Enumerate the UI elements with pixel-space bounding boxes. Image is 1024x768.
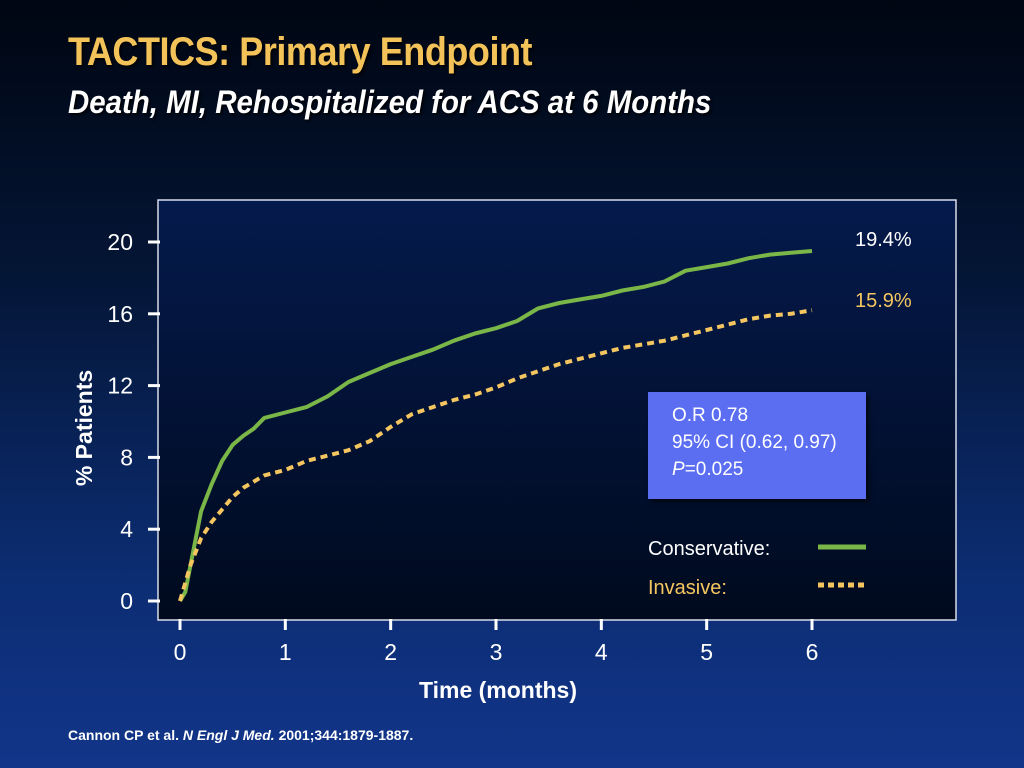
slide-title: TACTICS: Primary Endpoint (68, 30, 533, 74)
x-tick-label: 4 (595, 639, 608, 665)
p-value: =0.025 (684, 459, 744, 480)
x-axis: 0 1 2 3 4 5 6 (174, 619, 819, 665)
footnote-journal: N Engl J Med. (182, 727, 275, 743)
x-tick-label: 2 (384, 639, 397, 665)
footnote-authors: Cannon CP et al. (68, 727, 179, 743)
series-line-conservative (178, 249, 813, 603)
series-layer: 19.4% 15.9% (178, 229, 912, 603)
legend-label-invasive: Invasive: (648, 577, 727, 599)
x-axis-title: Time (months) (419, 677, 577, 703)
x-tick-label: 6 (806, 639, 819, 665)
y-axis: 0 4 8 12 16 20 (107, 229, 160, 614)
end-label-conservative: 19.4% (855, 229, 912, 251)
x-tick-label: 0 (174, 639, 187, 665)
x-tick-label: 5 (700, 639, 713, 665)
series-line-invasive (178, 308, 813, 602)
y-tick-label: 4 (120, 516, 133, 542)
slide-subtitle: Death, MI, Rehospitalized for ACS at 6 M… (68, 84, 712, 120)
y-tick-label: 8 (120, 444, 133, 470)
legend: Conservative: Invasive: (648, 538, 866, 599)
y-tick-label: 0 (120, 588, 133, 614)
stats-box: O.R 0.78 95% CI (0.62, 0.97) P=0.025 (648, 392, 866, 499)
y-tick-label: 12 (107, 373, 133, 399)
p-label: P (672, 459, 685, 480)
p-value-line: P=0.025 (672, 456, 866, 483)
confidence-interval: 95% CI (0.62, 0.97) (672, 432, 837, 453)
footnote: Cannon CP et al. N Engl J Med. 2001;344:… (68, 727, 413, 743)
footnote-citation: 2001;344:1879-1887. (278, 727, 414, 743)
legend-label-conservative: Conservative: (648, 538, 770, 560)
end-label-invasive: 15.9% (855, 290, 912, 312)
x-tick-label: 1 (279, 639, 292, 665)
y-tick-label: 16 (107, 301, 133, 327)
odds-ratio: O.R 0.78 (672, 405, 749, 426)
y-tick-label: 20 (107, 229, 133, 255)
x-tick-label: 3 (490, 639, 503, 665)
y-axis-title: % Patients (71, 370, 97, 486)
